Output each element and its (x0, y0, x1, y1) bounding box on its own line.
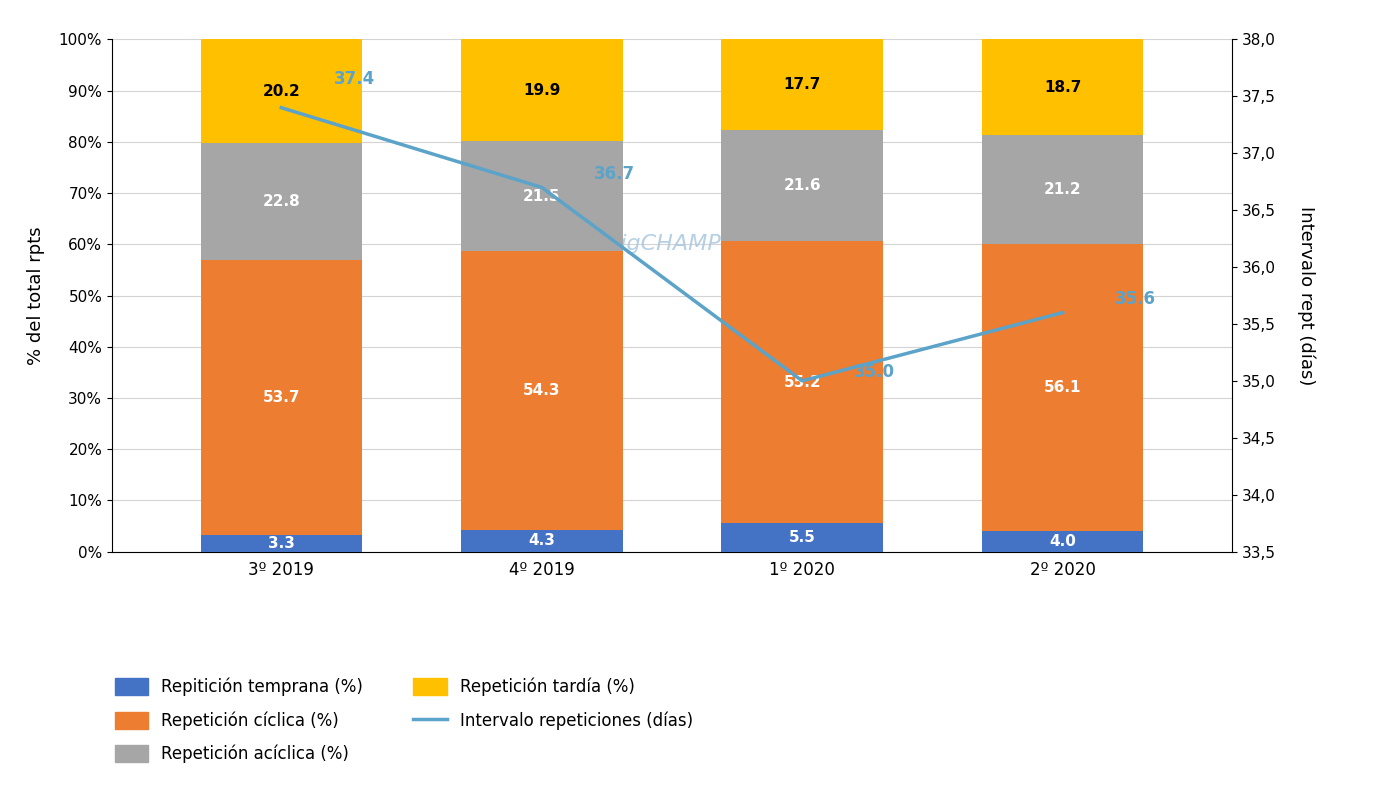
Text: 4.0: 4.0 (1049, 533, 1077, 549)
Legend: Repitición temprana (%), Repetición cíclica (%), Repetición acíclica (%), Repeti: Repitición temprana (%), Repetición cícl… (106, 670, 701, 771)
Text: 17.7: 17.7 (784, 77, 820, 92)
Text: 18.7: 18.7 (1044, 80, 1081, 95)
Text: 35.0: 35.0 (854, 362, 896, 381)
Text: 53.7: 53.7 (263, 390, 300, 405)
Bar (200, 39, 363, 143)
Bar (200, 260, 363, 535)
Bar (721, 39, 883, 130)
Text: 21.6: 21.6 (784, 178, 820, 193)
Bar (981, 136, 1144, 243)
Y-axis label: % del total rpts: % del total rpts (27, 226, 45, 365)
Bar (721, 240, 883, 523)
Bar (461, 39, 623, 141)
Bar (981, 531, 1144, 552)
Text: 37.4: 37.4 (333, 70, 375, 88)
Text: 21.2: 21.2 (1044, 182, 1082, 197)
Bar (721, 130, 883, 240)
Text: 21.5: 21.5 (524, 189, 560, 204)
Bar (981, 243, 1144, 531)
Text: 55.2: 55.2 (784, 374, 820, 389)
Text: 22.8: 22.8 (262, 194, 300, 209)
Bar (461, 141, 623, 251)
Text: 4.3: 4.3 (528, 533, 556, 548)
Bar (461, 251, 623, 530)
Bar (200, 535, 363, 552)
Text: 19.9: 19.9 (524, 83, 560, 98)
Text: 36.7: 36.7 (594, 165, 636, 183)
Bar (200, 143, 363, 260)
Text: 35.6: 35.6 (1114, 290, 1156, 308)
Text: 54.3: 54.3 (524, 383, 560, 398)
Text: 56.1: 56.1 (1044, 380, 1081, 395)
Bar (981, 39, 1144, 136)
Text: 3.3: 3.3 (267, 536, 295, 551)
Bar (721, 523, 883, 552)
Text: PigCHAMP Pro Europa: PigCHAMP Pro Europa (606, 234, 850, 255)
Text: 5.5: 5.5 (788, 530, 816, 545)
Y-axis label: Intervalo rept (días): Intervalo rept (días) (1296, 206, 1315, 385)
Bar (461, 530, 623, 552)
Text: 20.2: 20.2 (262, 84, 300, 98)
